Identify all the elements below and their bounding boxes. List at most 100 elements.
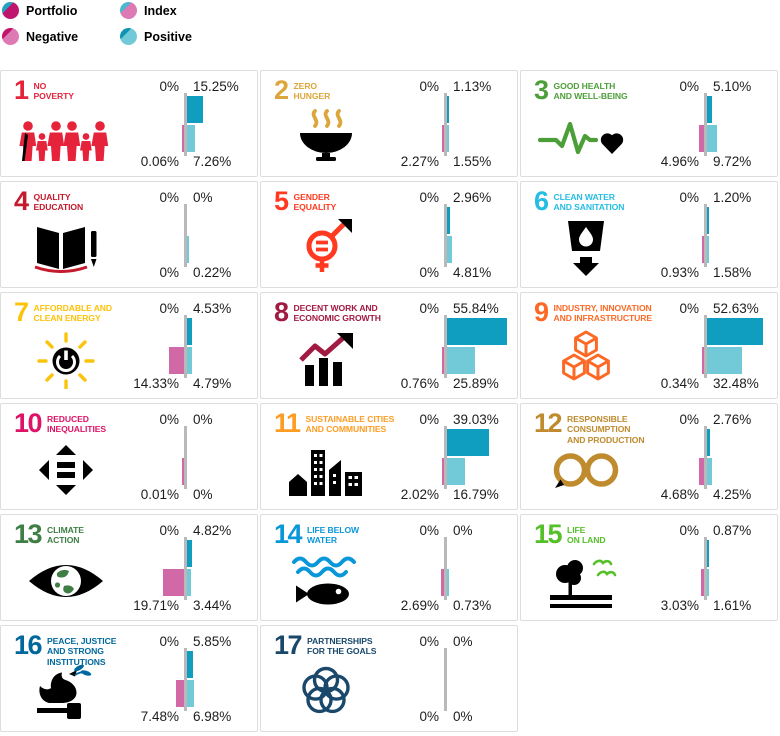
portfolio-positive-value: 5.85%: [193, 634, 232, 649]
sdg-bar-chart: 0% 0.87% 3.03% 1.61%: [621, 523, 767, 613]
sdg-card-header: 4 QUALITY EDUCATION: [14, 188, 84, 215]
index-positive-value: 0%: [193, 487, 213, 502]
index-negative-value: 0.76%: [400, 376, 439, 391]
sdg-title: QUALITY EDUCATION: [33, 192, 84, 213]
sdg-number: 8: [274, 297, 289, 327]
portfolio-positive-value: 0%: [453, 634, 473, 649]
sdg-card: 10 REDUCED INEQUALITIES 0% 0% 0.01% 0%: [0, 403, 258, 510]
portfolio-negative-value: 0%: [679, 79, 699, 94]
index-negative-value: 4.96%: [660, 154, 699, 169]
portfolio-positive-bar: [187, 318, 192, 345]
chart-axis: [444, 426, 447, 489]
chart-axis: [704, 426, 707, 489]
portfolio-positive-bar: [707, 207, 709, 234]
portfolio-positive-bar: [187, 651, 194, 678]
responsible-consumption-icon: [529, 437, 643, 503]
index-positive-value: 1.55%: [453, 154, 492, 169]
climate-action-icon: [9, 548, 123, 614]
portfolio-positive-value: 0.87%: [713, 523, 752, 538]
chart-axis: [444, 204, 447, 267]
index-negative-value: 0.06%: [140, 154, 179, 169]
sdg-card-header: 1 NO POVERTY: [14, 75, 74, 105]
index-positive-value: 0.22%: [193, 265, 232, 280]
index-negative-bar: [700, 569, 704, 596]
index-positive-bar: [187, 236, 189, 263]
index-positive-value: 1.58%: [713, 265, 752, 280]
portfolio-negative-value: 0%: [419, 190, 439, 205]
sdg-grid: 1 NO POVERTY 0% 15.25% 0.06% 7.26% 2 ZERO…: [0, 70, 778, 732]
portfolio-positive-value: 4.53%: [193, 301, 232, 316]
sdg-title: RESPONSIBLE CONSUMPTION AND PRODUCTION: [567, 414, 645, 445]
portfolio-positive-value: 2.96%: [453, 190, 492, 205]
portfolio-negative-value: 0%: [159, 301, 179, 316]
sdg-title: GOOD HEALTH AND WELL-BEING: [553, 81, 628, 102]
chart-axis: [704, 93, 707, 156]
chart-axis: [444, 93, 447, 156]
sdg-number: 15: [534, 519, 563, 549]
portfolio-negative-value: 0%: [419, 412, 439, 427]
chart-axis: [704, 204, 707, 267]
portfolio-positive-bar: [707, 318, 764, 345]
index-negative-value: 14.33%: [133, 376, 179, 391]
sdg-card: 14 LIFE BELOW WATER 0% 0% 2.69% 0.73%: [260, 514, 518, 621]
index-positive-bar: [707, 458, 712, 485]
positive-swatch-icon: [120, 28, 137, 45]
chart-axis: [184, 426, 187, 489]
index-positive-value: 7.26%: [193, 154, 232, 169]
index-positive-bar: [707, 236, 709, 263]
sdg-bar-chart: 0% 15.25% 0.06% 7.26%: [101, 79, 247, 169]
sdg-title: GENDER EQUALITY: [293, 192, 337, 213]
peace-justice-icon: [9, 659, 123, 725]
sdg-card: 13 CLIMATE ACTION 0% 4.82% 19.71% 3.44%: [0, 514, 258, 621]
sdg-card: 4 QUALITY EDUCATION 0% 0% 0% 0.22%: [0, 181, 258, 288]
chart-axis: [184, 204, 187, 267]
sdg-card-header: 2 ZERO HUNGER: [274, 77, 331, 104]
chart-axis: [184, 648, 187, 711]
sdg-number: 12: [534, 408, 563, 438]
sdg-bar-chart: 0% 1.20% 0.93% 1.58%: [621, 190, 767, 280]
index-negative-bar: [441, 458, 444, 485]
index-positive-value: 25.89%: [453, 376, 499, 391]
portfolio-negative-value: 0%: [419, 523, 439, 538]
decent-work-icon: [269, 326, 383, 392]
portfolio-positive-value: 52.63%: [713, 301, 759, 316]
sdg-card: 16 PEACE, JUSTICE AND STRONG INSTITUTIONS …: [0, 625, 258, 732]
sdg-bar-chart: 0% 55.84% 0.76% 25.89%: [361, 301, 507, 391]
index-positive-value: 0%: [453, 709, 473, 724]
sdg-title: ZERO HUNGER: [293, 81, 331, 102]
sdg-bar-chart: 0% 2.96% 0% 4.81%: [361, 190, 507, 280]
index-positive-bar: [447, 125, 449, 152]
portfolio-negative-value: 0%: [679, 301, 699, 316]
index-negative-value: 0.34%: [660, 376, 699, 391]
sustainable-cities-icon: [269, 437, 383, 503]
sdg-card-header: 13 CLIMATE ACTION: [14, 519, 84, 549]
clean-water-icon: [529, 215, 643, 281]
sdg-title: LIFE ON LAND: [567, 525, 606, 546]
sdg-bar-chart: 0% 1.13% 2.27% 1.55%: [361, 79, 507, 169]
sdg-number: 6: [534, 186, 549, 216]
sdg-card: 11 SUSTAINABLE CITIES AND COMMUNITIES 0% …: [260, 403, 518, 510]
portfolio-positive-value: 15.25%: [193, 79, 239, 94]
sdg-bar-chart: 0% 2.76% 4.68% 4.25%: [621, 412, 767, 502]
sdg-number: 1: [14, 75, 29, 105]
portfolio-positive-bar: [707, 429, 710, 456]
legend-label-portfolio: Portfolio: [26, 3, 78, 18]
index-negative-value: 19.71%: [133, 598, 179, 613]
sdg-bar-chart: 0% 39.03% 2.02% 16.79%: [361, 412, 507, 502]
portfolio-positive-value: 5.10%: [713, 79, 752, 94]
index-positive-bar: [447, 569, 449, 596]
index-positive-value: 6.98%: [193, 709, 232, 724]
sdg-title: CLEAN WATER AND SANITATION: [553, 192, 625, 213]
index-positive-value: 4.79%: [193, 376, 232, 391]
sdg-card-header: 8 DECENT WORK AND ECONOMIC GROWTH: [274, 297, 381, 327]
index-positive-value: 16.79%: [453, 487, 499, 502]
sdg-number: 13: [14, 519, 43, 549]
sdg-title: INDUSTRY, INNOVATION AND INFRASTRUCTURE: [553, 303, 653, 324]
portfolio-negative-value: 0%: [679, 523, 699, 538]
index-negative-value: 2.27%: [400, 154, 439, 169]
clean-energy-icon: [9, 326, 123, 392]
sdg-number: 7: [14, 297, 29, 327]
index-positive-value: 32.48%: [713, 376, 759, 391]
sdg-title: SUSTAINABLE CITIES AND COMMUNITIES: [305, 414, 395, 435]
portfolio-positive-value: 4.82%: [193, 523, 232, 538]
